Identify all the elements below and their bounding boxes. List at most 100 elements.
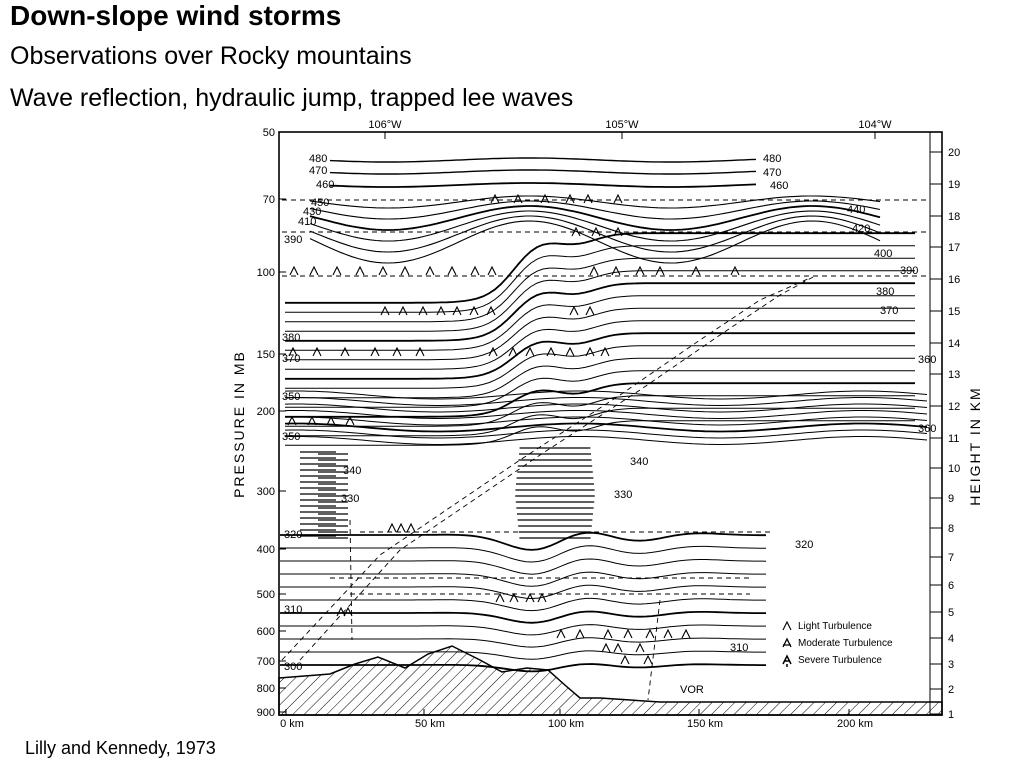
turbulence-marker [643,654,653,665]
isentrope-label: 480 [763,153,781,165]
height-tick-label: 14 [948,338,960,350]
turbulence-marker [380,305,390,316]
turbulence-marker [378,265,388,276]
turbulence-marker [600,346,610,357]
turbulence-marker [611,265,621,276]
height-tick-label: 10 [948,463,960,475]
height-axis-title: HEIGHT IN KM [967,386,983,505]
turbulence-marker [571,226,581,237]
turbulence-legend: Light Turbulence Moderate Turbulence Sev… [782,620,893,667]
distance-label: 200 km [837,718,873,730]
turbulence-marker [565,346,575,357]
isentrope-label: 360 [918,423,936,435]
turbulence-marker [613,642,623,653]
legend-severe: Severe Turbulence [798,655,882,666]
isentrope-label: 390 [900,265,918,277]
isentrope-label: 340 [343,465,361,477]
turbulence-marker [623,628,633,639]
turbulence-marker [336,606,346,617]
isentrope-label: 360 [918,354,936,366]
turbulence-marker [488,346,498,357]
pressure-tick-label: 400 [257,544,275,556]
height-tick-label: 2 [948,684,954,696]
pressure-axis-title: PRESSURE IN MB [231,350,247,498]
pressure-tick-label: 500 [257,589,275,601]
turbulence-marker [398,305,408,316]
turbulence-marker [495,592,505,603]
wave-breaking-region [300,447,595,539]
turbulence-marker [418,305,428,316]
pressure-tick-labels: 50 70 100 150 200 300 400 500 600 700 800 900 [257,127,275,719]
slide-subtitle-mechanisms: Wave reflection, hydraulic jump, trapped… [10,84,574,112]
turbulence-marker [601,642,611,653]
turbulence-marker [447,265,457,276]
turbulence-marker [490,193,500,204]
pressure-tick-label: 200 [257,406,275,418]
isentrope-label: 310 [284,604,302,616]
height-tick-label: 20 [948,147,960,159]
turbulence-marker [655,265,665,276]
pressure-tick-label: 700 [257,656,275,668]
turbulence-marker [525,592,535,603]
turbulence-marker [663,628,673,639]
turbulence-marker [469,305,479,316]
height-tick-label: 5 [948,607,954,619]
turbulence-marker [387,522,397,533]
longitude-label: 106°W [368,119,402,131]
turbulence-marker [730,265,740,276]
turbulence-marker [332,265,342,276]
isentrope-label: 350 [282,391,300,403]
isentrope-label: 330 [614,489,632,501]
turbulence-marker [392,346,402,357]
isentrope-label: 320 [284,529,302,541]
turbulence-marker [569,305,579,316]
turbulence-marker [546,346,556,357]
turbulence-marker [452,305,462,316]
height-tick-labels: 20 19 18 17 16 15 14 13 12 11 10 9 8 7 6 5 4 3 2 1 [948,147,960,721]
height-tick-label: 17 [948,242,960,254]
isentrope-label: 430 [303,206,321,218]
turbulence-marker [556,628,566,639]
isentrope-label: 320 [795,539,813,551]
turbulence-marker [525,346,535,357]
height-tick-label: 13 [948,369,960,381]
pressure-tick-label: 800 [257,683,275,695]
turbulence-marker [343,606,353,617]
turbulence-marker [613,193,623,204]
turbulence-marker [307,415,317,426]
turbulence-marker [537,592,547,603]
legend-moderate: Moderate Turbulence [798,638,893,649]
turbulence-marker [436,305,446,316]
isentrope-label: 460 [770,180,788,192]
isentrope-label: 310 [730,642,748,654]
height-tick-label: 19 [948,179,960,191]
longitude-label: 104°W [858,119,892,131]
turbulence-marker [415,346,425,357]
turbulence-marker [355,265,365,276]
turbulence-marker [345,415,355,426]
turbulence-marker [691,265,701,276]
flight-tracks [281,199,930,701]
turbulence-marker [400,265,410,276]
pressure-tick-label: 50 [263,127,275,139]
isentrope-label: 470 [763,167,781,179]
turbulence-marker [645,628,655,639]
isentrope-label: 400 [874,248,892,260]
turbulence-marker [370,346,380,357]
height-tick-label: 9 [948,493,954,505]
isentrope-label: 330 [341,493,359,505]
distance-labels: 0 km 50 km 100 km 150 km 200 km [280,718,873,730]
turbulence-marker [326,415,336,426]
mountain-terrain [278,645,943,716]
turbulence-marker [470,265,480,276]
legend-light: Light Turbulence [798,621,872,632]
isentrope-label: 300 [284,661,302,673]
distance-label: 0 km [280,718,304,730]
distance-label: 150 km [687,718,723,730]
isentrope-label: 450 [311,197,329,209]
turbulence-marker [509,592,519,603]
light-turbulence-symbol [782,620,792,631]
turbulence-marker [613,226,623,237]
pressure-tick-label: 100 [257,267,275,279]
